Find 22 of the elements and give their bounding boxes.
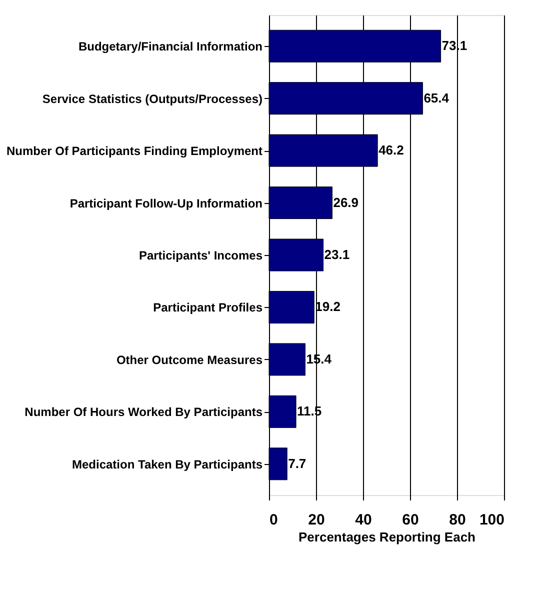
x-tick-label: 80 — [449, 512, 466, 528]
data-label: 7.7 — [288, 456, 306, 471]
data-label: 46.2 — [378, 142, 404, 158]
x-tick-label: 40 — [355, 512, 372, 528]
y-tick-label: Medication Taken By Participants — [72, 457, 263, 472]
y-tick-label: Number Of Participants Finding Employment — [6, 144, 262, 158]
y-tick-label: Participant Profiles — [153, 300, 263, 315]
y-tick-label: Participant Follow-Up Information — [70, 196, 262, 210]
y-tick-label: Budgetary/Financial Information — [78, 40, 262, 54]
x-tick-label: 20 — [308, 512, 325, 528]
x-axis-title: Percentages Reporting Each — [298, 530, 476, 544]
y-tick-label: Participants' Incomes — [138, 248, 263, 262]
data-label: 65.4 — [424, 90, 450, 106]
y-tick-label: Number Of Hours Worked By Participants — [24, 405, 263, 420]
x-tick-label: 60 — [402, 512, 419, 528]
x-tick-label: 100 — [479, 512, 504, 528]
data-label: 26.9 — [333, 194, 359, 210]
y-tick-label: Other Outcome Measures — [116, 352, 263, 367]
y-tick-label: Service Statistics (Outputs/Processes) — [42, 92, 262, 106]
data-label: 23.1 — [324, 247, 350, 262]
data-label: 19.2 — [315, 299, 340, 314]
x-tick-label: 0 — [270, 512, 278, 528]
